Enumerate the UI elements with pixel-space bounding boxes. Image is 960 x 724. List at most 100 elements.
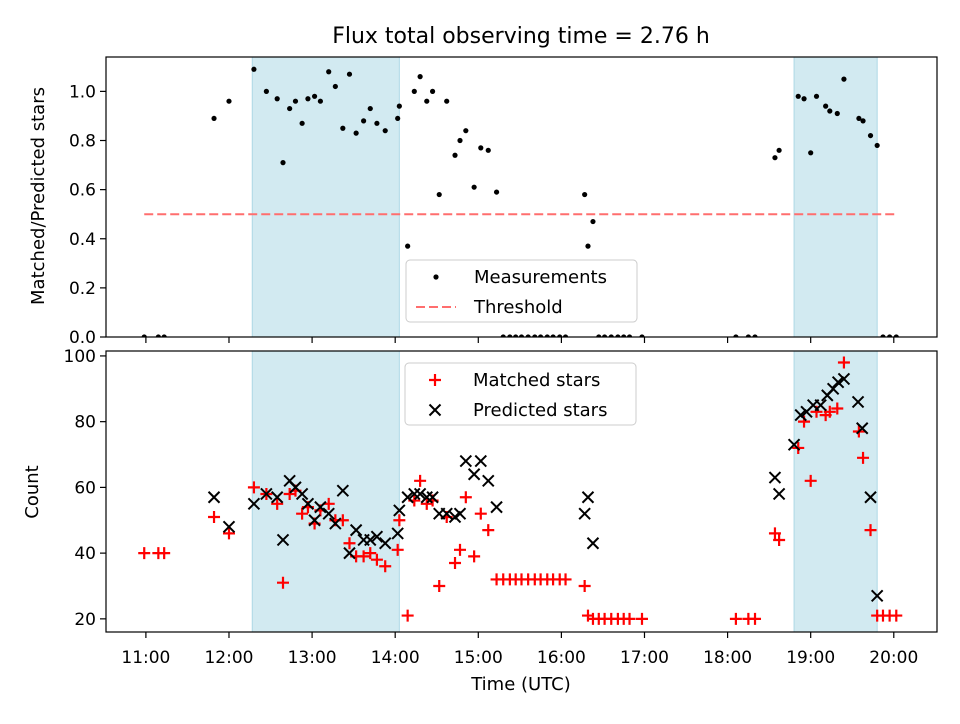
bottom-predicted-stars-point [207,491,221,504]
top-measurements-point [585,243,591,249]
top-measurements-point [772,155,778,161]
bottom-predicted-stars-point [364,533,377,547]
bottom-predicted-stars-point [413,487,427,501]
bottom-matched-stars-point [158,547,171,560]
top-measurements-point [417,74,423,80]
top-y-tick-label: 0.4 [69,230,96,250]
bottom-predicted-stars-point [322,507,335,520]
bottom-x-tick-label: 16:00 [537,648,586,668]
top-measurements-point [752,334,758,337]
bottom-matched-stars-point [343,537,356,550]
top-measurements-point [326,69,332,75]
top-measurements-point [538,334,544,337]
top-y-tick-label: 0.2 [69,279,96,299]
top-measurements-point [287,105,293,112]
top-measurements-point [874,142,880,149]
bottom-legend-matched-stars-label: Matched stars [473,370,600,391]
top-measurements-point [733,334,739,337]
bottom-predicted-stars-point [391,527,404,540]
bottom-x-tick-label: 13:00 [288,648,337,668]
bottom-matched-stars-point [208,510,221,523]
bottom-matched-stars-point [623,612,636,625]
bottom-predicted-stars-point [474,454,487,468]
top-measurements-point [532,334,538,337]
top-measurements-point [471,184,477,190]
bottom-predicted-stars-point [856,422,869,435]
top-measurements-point [856,115,862,122]
top-measurements-point [615,334,621,337]
top-y-tick-label: 0.6 [69,181,96,201]
bottom-predicted-stars-point [314,500,327,514]
bottom-x-tick-label: 14:00 [371,648,420,668]
top-measurements-point [860,118,866,124]
bottom-marks [138,356,903,625]
bottom-predicted-stars-point [467,468,481,481]
top-measurements-point [382,128,388,134]
bottom-predicted-stars-point [794,408,807,422]
bottom-predicted-stars-point [349,523,363,537]
bottom-matched-stars-point [459,491,472,504]
top-measurements-point [226,98,232,104]
bottom-frame [105,350,938,633]
bottom-matched-stars-point [138,547,151,560]
bottom-matched-stars-point [559,573,572,586]
bottom-predicted-stars-point [308,514,321,527]
bottom-matched-stars-point [357,550,370,563]
bottom-matched-stars-point [449,556,462,569]
bottom-y-tick-label: 80 [74,413,96,433]
bottom-matched-stars-point [393,514,406,527]
top-measurements-point [429,88,436,94]
bottom-predicted-stars-point [336,484,350,497]
bottom-predicted-stars-point [581,491,595,504]
bottom-y-tick-label: 100 [64,347,96,367]
bottom-predicted-stars-point [440,507,453,520]
bottom-predicted-stars-point [870,589,884,603]
top-measurements-point [346,71,353,77]
top-measurements-point [608,334,614,337]
top-measurements-point [590,218,596,225]
top-measurements-point [626,334,633,337]
bottom-matched-stars-point [729,612,742,625]
bottom-predicted-stars-point [787,438,801,451]
top-measurements-point [867,132,874,139]
top-measurements-point [639,334,645,337]
bottom-matched-stars-point [370,553,383,566]
bottom-x-tick-label: 15:00 [454,648,503,668]
top-measurements-point [621,334,627,337]
bottom-matched-stars-point [222,527,235,540]
bottom-matched-stars-point [864,524,877,537]
bottom-predicted-stars-point [768,471,782,484]
bottom-x-tick-label: 11:00 [121,648,170,668]
top-legend-box [405,259,638,323]
bottom-predicted-stars-point [586,537,600,550]
bottom-x-tick-label: 17:00 [620,648,669,668]
bottom-matched-stars-point [454,543,467,556]
bottom-predicted-stars-point [401,491,414,504]
top-measurements-point [887,334,893,337]
bottom-matched-stars-point [433,579,446,592]
top-measurements-point [550,334,556,337]
top-legend-measurements-label: Measurements [474,267,607,288]
top-measurements-point [332,83,338,90]
top-measurements-point [155,334,161,337]
bottom-matched-stars-point [804,474,817,487]
top-measurements-point [518,334,525,337]
top-measurements-point [834,110,840,117]
bottom-matched-stars-point [768,527,781,540]
top-measurements-point [507,334,513,337]
top-measurements-point [596,334,602,337]
bottom-predicted-stars-point [247,497,261,511]
bottom-predicted-stars-point [482,474,495,488]
bottom-predicted-stars-point [370,530,384,543]
bottom-predicted-stars-point [426,491,439,504]
bottom-matched-stars-point [773,533,786,546]
bottom-matched-stars-point [831,402,844,415]
top-measurements-point [776,147,782,153]
bottom-y-tick-label: 60 [74,478,96,498]
top-measurements-point [411,88,417,94]
top-frame [105,56,938,338]
top-measurements-point [562,334,569,337]
top-measurements-point [161,334,167,337]
top-measurements-point [841,76,847,82]
